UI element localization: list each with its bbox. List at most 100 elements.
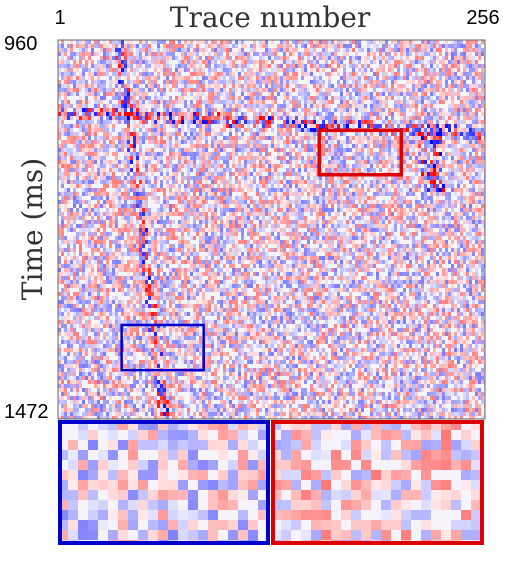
section-cell — [127, 156, 130, 160]
section-cell — [106, 136, 109, 140]
section-cell — [229, 200, 232, 204]
section-cell — [244, 72, 247, 76]
section-cell — [436, 136, 439, 140]
section-cell — [472, 164, 475, 168]
section-cell — [82, 168, 85, 172]
section-cell — [271, 60, 274, 64]
section-cell — [70, 140, 73, 144]
section-cell — [247, 128, 250, 132]
section-cell — [352, 204, 355, 208]
section-cell — [421, 168, 424, 172]
section-cell — [127, 64, 130, 68]
section-cell — [274, 212, 277, 216]
section-cell — [358, 92, 361, 96]
section-cell — [220, 92, 223, 96]
section-cell — [145, 60, 148, 64]
y-tick-label-bottom: 1472 — [4, 401, 49, 423]
section-cell — [142, 212, 145, 216]
section-cell — [412, 176, 415, 180]
section-cell — [430, 124, 433, 128]
section-cell — [154, 120, 157, 124]
section-cell — [262, 56, 265, 60]
section-cell — [412, 68, 415, 72]
section-cell — [334, 152, 337, 156]
section-cell — [190, 52, 193, 56]
section-cell — [163, 56, 166, 60]
section-cell — [196, 120, 199, 124]
section-cell — [115, 136, 118, 140]
section-cell — [421, 68, 424, 72]
section-cell — [451, 68, 454, 72]
section-cell — [322, 56, 325, 60]
section-cell — [481, 196, 484, 200]
section-cell — [322, 84, 325, 88]
section-cell — [220, 172, 223, 176]
section-cell — [403, 132, 406, 136]
section-cell — [379, 100, 382, 104]
section-cell — [283, 56, 286, 60]
section-cell — [145, 180, 148, 184]
section-cell — [97, 216, 100, 220]
section-cell — [418, 48, 421, 52]
section-cell — [100, 156, 103, 160]
section-cell — [265, 96, 268, 100]
section-cell — [262, 164, 265, 168]
section-cell — [151, 40, 154, 44]
section-cell — [439, 72, 442, 76]
section-cell — [421, 80, 424, 84]
section-cell — [460, 152, 463, 156]
section-cell — [400, 196, 403, 200]
section-cell — [403, 160, 406, 164]
section-cell — [325, 188, 328, 192]
section-cell — [199, 204, 202, 208]
section-cell — [166, 120, 169, 124]
section-cell — [85, 124, 88, 128]
section-cell — [226, 80, 229, 84]
section-cell — [58, 92, 61, 96]
section-cell — [289, 128, 292, 132]
section-cell — [175, 80, 178, 84]
section-cell — [337, 96, 340, 100]
section-cell — [436, 160, 439, 164]
section-cell — [208, 176, 211, 180]
section-cell — [409, 116, 412, 120]
section-cell — [196, 116, 199, 120]
section-cell — [163, 80, 166, 84]
section-cell — [70, 104, 73, 108]
section-cell — [424, 168, 427, 172]
section-cell — [364, 164, 367, 168]
section-cell — [196, 212, 199, 216]
section-cell — [430, 188, 433, 192]
section-cell — [280, 132, 283, 136]
section-cell — [481, 124, 484, 128]
section-cell — [184, 76, 187, 80]
section-cell — [286, 104, 289, 108]
section-cell — [61, 148, 64, 152]
section-cell — [307, 56, 310, 60]
section-cell — [112, 208, 115, 212]
section-cell — [121, 92, 124, 96]
section-cell — [400, 176, 403, 180]
section-cell — [61, 132, 64, 136]
section-cell — [418, 120, 421, 124]
section-cell — [175, 100, 178, 104]
section-cell — [334, 56, 337, 60]
section-cell — [226, 156, 229, 160]
section-cell — [322, 200, 325, 204]
section-cell — [358, 188, 361, 192]
section-cell — [154, 196, 157, 200]
section-cell — [196, 144, 199, 148]
section-cell — [472, 192, 475, 196]
section-cell — [142, 164, 145, 168]
section-cell — [424, 152, 427, 156]
section-cell — [307, 144, 310, 148]
section-cell — [430, 180, 433, 184]
section-cell — [430, 148, 433, 152]
section-cell — [250, 92, 253, 96]
section-cell — [421, 192, 424, 196]
section-cell — [391, 108, 394, 112]
section-cell — [124, 68, 127, 72]
section-cell — [100, 204, 103, 208]
section-cell — [346, 88, 349, 92]
section-cell — [199, 100, 202, 104]
